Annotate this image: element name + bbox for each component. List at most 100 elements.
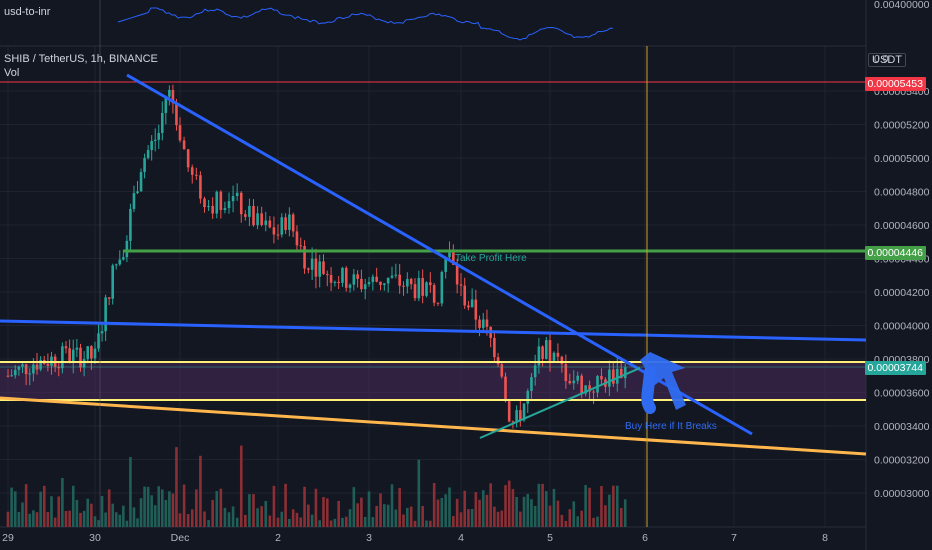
volume-bar — [478, 499, 481, 527]
volume-bar — [223, 507, 227, 527]
candle-body — [467, 305, 470, 308]
candle-body — [100, 331, 104, 334]
candle-body — [157, 132, 161, 140]
volume-bar — [248, 494, 251, 527]
candle-body — [178, 125, 182, 141]
volume-bar — [474, 492, 478, 527]
y-tick-label: 0.00003000 — [874, 488, 930, 500]
candle-body — [421, 277, 424, 296]
volume-bar — [64, 510, 68, 527]
volume-bar — [544, 491, 548, 527]
candle-body — [235, 192, 239, 197]
volume-bar — [337, 500, 340, 527]
volume-bar — [432, 483, 436, 527]
candle-body — [132, 193, 136, 209]
candle-body — [537, 346, 541, 366]
volume-bar — [612, 485, 615, 527]
volume-bar — [310, 514, 314, 527]
candle-body — [511, 421, 515, 423]
volume-bar — [39, 491, 42, 527]
candle-body — [530, 377, 533, 391]
candle-body — [175, 103, 178, 126]
candle-body — [139, 172, 143, 192]
volume-bar — [182, 484, 186, 527]
candle-body — [93, 348, 97, 359]
x-tick-label: 8 — [822, 532, 828, 544]
indicator-line — [117, 7, 614, 41]
candle-body — [485, 319, 489, 327]
volume-bar — [314, 488, 318, 527]
candle-body — [452, 252, 455, 265]
volume-bar — [429, 520, 432, 527]
candle-body — [576, 375, 580, 381]
volume-bar — [235, 517, 239, 527]
volume-bar — [139, 498, 143, 527]
volume-bar — [160, 489, 164, 527]
volume-bar — [10, 487, 13, 527]
volume-bar — [352, 487, 356, 527]
candle-body — [507, 401, 511, 422]
candle-body — [21, 364, 24, 367]
usd-to-inr-indicator — [117, 7, 614, 41]
candle-body — [360, 278, 363, 290]
volume-bar — [596, 516, 599, 527]
candle-body — [367, 282, 371, 285]
candle-body — [284, 217, 287, 230]
volume-bar — [150, 495, 153, 527]
currency-button[interactable]: USDT — [868, 53, 906, 67]
time-axis[interactable]: 29 30 Dec 2 3 4 5 6 7 8 — [2, 532, 828, 544]
volume-bar — [260, 506, 263, 527]
candle-body — [363, 284, 367, 290]
candle-body — [10, 375, 13, 377]
price-axis[interactable]: 0.004000000.000054000.000052000.00005000… — [874, 0, 930, 500]
candle-body — [481, 319, 485, 328]
volume-bar — [409, 506, 413, 527]
candle-body — [28, 373, 32, 375]
volume-bar — [322, 497, 325, 527]
candle-body — [623, 367, 627, 379]
candle-body — [322, 261, 325, 275]
candle-body — [32, 364, 35, 374]
candle-body — [584, 385, 587, 394]
candle-body — [248, 205, 251, 217]
volume-bar — [367, 491, 371, 527]
candle-body — [97, 333, 100, 349]
candle-body — [533, 365, 537, 378]
candle-body — [239, 192, 243, 215]
candle-body — [592, 391, 595, 393]
volume-bar — [136, 518, 139, 527]
x-tick-label: 5 — [547, 532, 553, 544]
current-price-tag: 0.00003744 — [864, 361, 926, 375]
candle-body — [314, 258, 318, 277]
candle-body — [379, 281, 382, 285]
x-tick-label: 2 — [275, 532, 281, 544]
y-tick-label: 0.00004000 — [874, 321, 930, 333]
candle-body — [291, 214, 295, 232]
volume-bar — [186, 514, 190, 527]
volume-bar — [264, 500, 268, 527]
y-tick-label: 0.00003600 — [874, 388, 930, 400]
candle-body — [541, 346, 544, 359]
volume-bar — [61, 478, 64, 527]
volume-bar — [515, 496, 518, 527]
volume-bar — [107, 489, 111, 527]
volume-bar — [325, 498, 329, 527]
x-tick-label: 6 — [642, 532, 648, 544]
candle-body — [432, 285, 436, 303]
volume-bar — [394, 509, 398, 527]
candle-body — [556, 352, 560, 357]
candle-body — [444, 257, 447, 272]
volume-bar — [219, 488, 223, 527]
volume-bar — [239, 445, 243, 527]
volume-bar — [467, 509, 470, 527]
candle-body — [413, 284, 417, 299]
volume-bar — [383, 504, 386, 527]
volume-bar — [303, 486, 306, 527]
candle-body — [90, 346, 93, 359]
y-tick-label: 0.00003200 — [874, 455, 930, 467]
candle-body — [406, 278, 409, 287]
volume-bar — [125, 520, 129, 527]
candle-body — [46, 363, 50, 366]
volume-bar — [530, 499, 533, 527]
